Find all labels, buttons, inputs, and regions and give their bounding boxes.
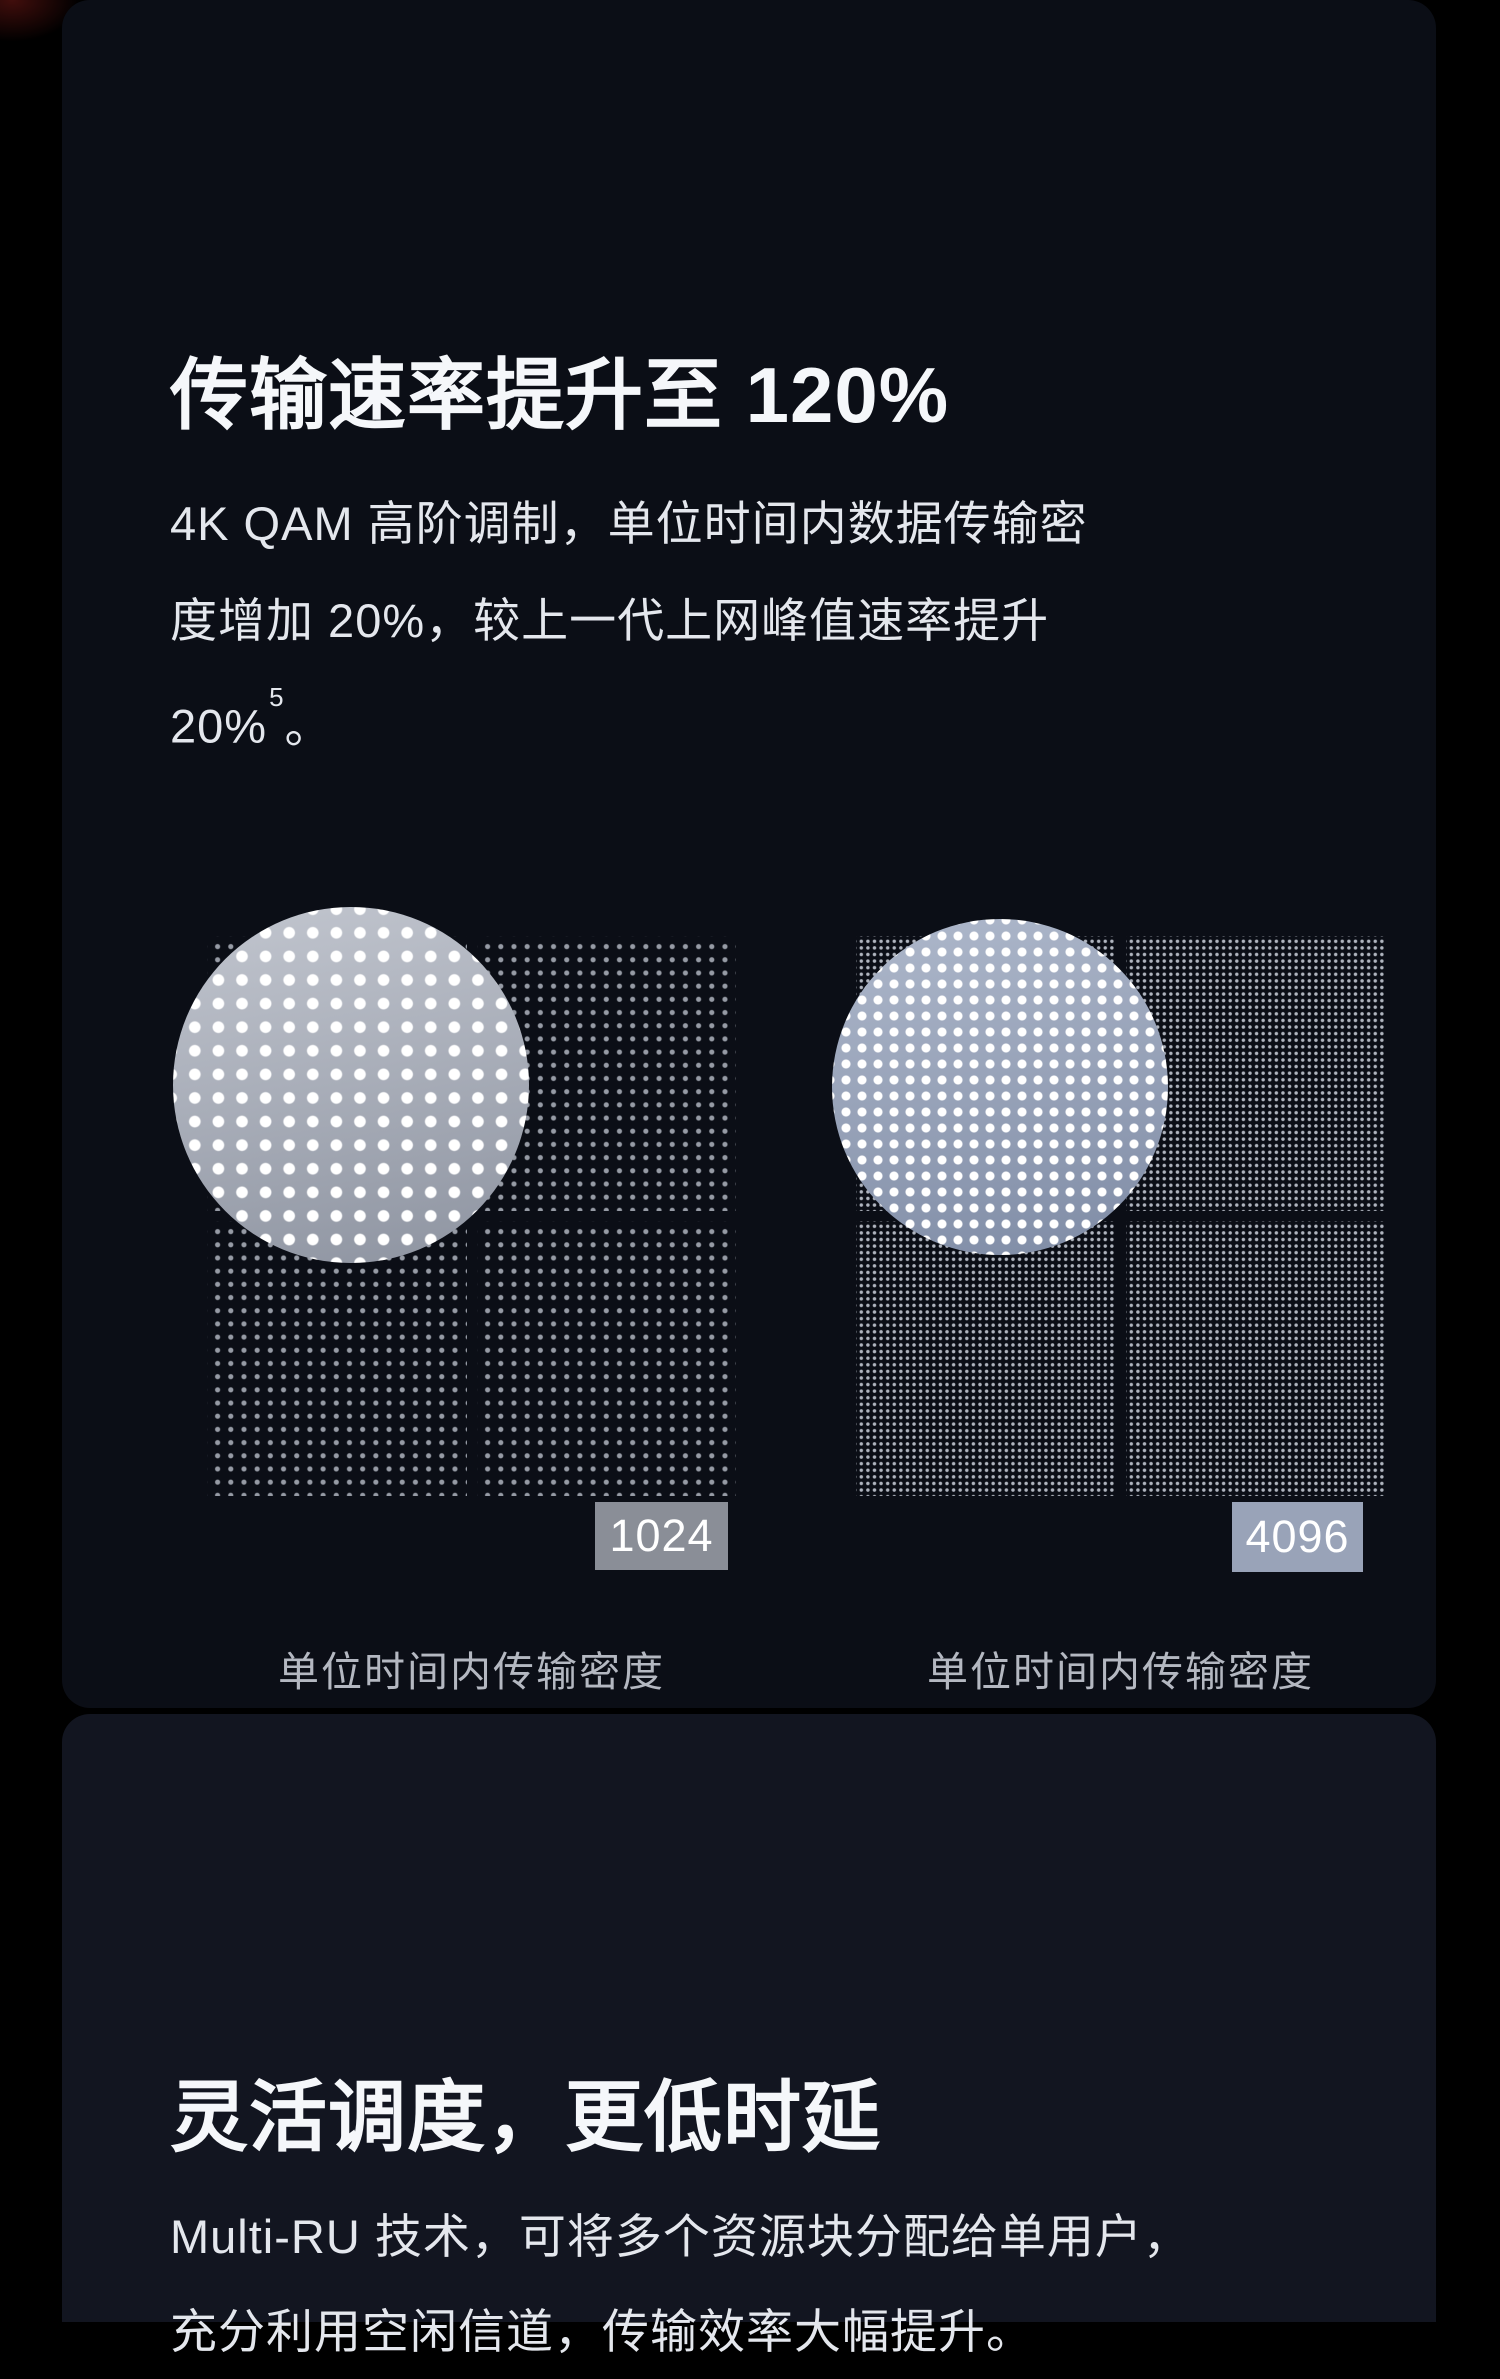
grid-quadrant — [207, 1221, 467, 1496]
grid-quadrant — [856, 1221, 1116, 1496]
description-line-1: 4K QAM 高阶调制，单位时间内数据传输密 — [170, 497, 1088, 550]
description-line-3-text: 20% — [170, 699, 268, 753]
qam-section-card: 传输速率提升至 120% 4K QAM 高阶调制，单位时间内数据传输密 度增加 … — [62, 0, 1436, 1708]
description-line-1: Multi-RU 技术，可将多个资源块分配给单用户， — [170, 2210, 1191, 2263]
qam-value-chip-4096: 4096 — [1232, 1502, 1363, 1572]
qam-section-title: 传输速率提升至 120% — [170, 351, 950, 440]
multi-ru-section-card: 灵活调度，更低时延 Multi-RU 技术，可将多个资源块分配给单用户， 充分利… — [62, 1714, 1436, 2358]
magnifier-circle-1024 — [173, 907, 529, 1263]
description-line-3: 20%5。 — [170, 669, 1360, 775]
magnifier-circle-4096 — [832, 919, 1168, 1255]
grid-quadrant — [1125, 936, 1385, 1211]
grid-quadrant — [476, 1221, 736, 1496]
grid-quadrant — [1125, 1221, 1385, 1496]
description-line-3-period: 。 — [284, 699, 333, 753]
footnote-superscript: 5 — [269, 682, 285, 712]
description-line-2: 度增加 20%，较上一代上网峰值速率提升 — [170, 594, 1050, 647]
product-page: 传输速率提升至 120% 4K QAM 高阶调制，单位时间内数据传输密 度增加 … — [0, 0, 1436, 2358]
qam-section-description: 4K QAM 高阶调制，单位时间内数据传输密 度增加 20%，较上一代上网峰值速… — [170, 475, 1360, 775]
qam-value-chip-1024: 1024 — [595, 1502, 728, 1570]
multi-ru-section-title: 灵活调度，更低时延 — [170, 2073, 882, 2162]
multi-ru-section-description: Multi-RU 技术，可将多个资源块分配给单用户， 充分利用空闲信道，传输效率… — [170, 2189, 1450, 2379]
figure-caption-1024: 单位时间内传输密度 — [278, 1649, 665, 1695]
description-line-2: 充分利用空闲信道，传输效率大幅提升。 — [170, 2305, 1034, 2358]
figure-caption-4096: 单位时间内传输密度 — [927, 1649, 1314, 1695]
